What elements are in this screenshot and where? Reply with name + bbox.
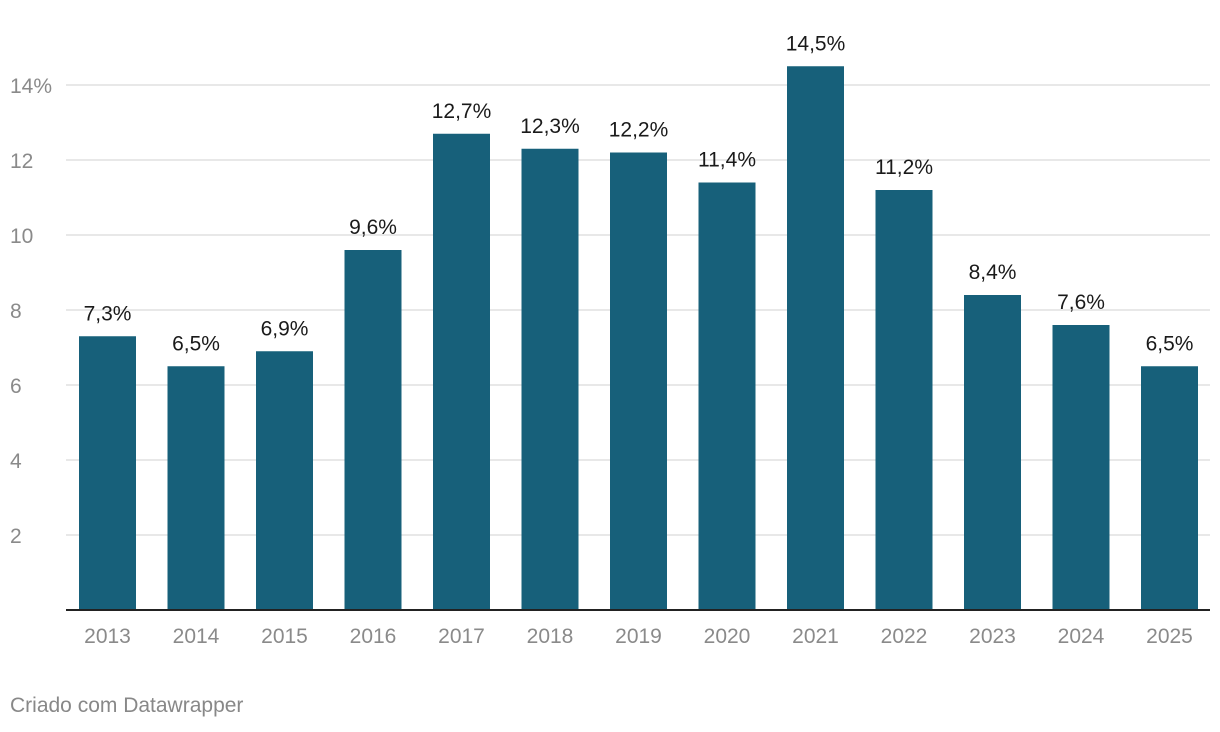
y-tick-label: 10 xyxy=(10,225,33,248)
bar-2022 xyxy=(875,190,933,610)
bar-2021 xyxy=(787,66,844,610)
bar-2017 xyxy=(433,133,490,610)
bar-2019 xyxy=(610,152,667,610)
bar-2015 xyxy=(256,351,313,610)
x-tick-label-2022: 2022 xyxy=(881,625,928,648)
data-label-2020: 11,4% xyxy=(698,149,756,172)
bar-2023 xyxy=(964,295,1021,610)
data-label-2014: 6,5% xyxy=(172,332,220,355)
x-tick-label-2014: 2014 xyxy=(173,625,220,648)
bar-2024 xyxy=(1052,325,1110,610)
y-tick-label: 6 xyxy=(10,375,22,398)
data-label-2017: 12,7% xyxy=(432,100,492,123)
x-tick-label-2025: 2025 xyxy=(1146,625,1193,648)
x-tick-label-2013: 2013 xyxy=(84,625,131,648)
data-label-2024: 7,6% xyxy=(1057,291,1105,314)
footer-credit: Criado com Datawrapper xyxy=(10,694,244,717)
data-label-2023: 8,4% xyxy=(969,261,1017,284)
data-label-2021: 14,5% xyxy=(786,32,846,55)
x-tick-label-2021: 2021 xyxy=(792,625,839,648)
data-labels: 7,3% 6,5% 6,9% 9,6% 12,7% 12,3% 12,2% 11,4% 14,5… xyxy=(84,32,1194,355)
data-label-2019: 12,2% xyxy=(609,119,669,142)
bar-2018 xyxy=(521,148,579,610)
y-tick-label: 12 xyxy=(10,150,33,173)
data-label-2013: 7,3% xyxy=(84,302,132,325)
data-label-2022: 11,2% xyxy=(875,156,933,179)
bar-2025 xyxy=(1141,366,1198,610)
x-tick-label-2024: 2024 xyxy=(1058,625,1105,648)
x-tick-label-2023: 2023 xyxy=(969,625,1016,648)
data-label-2018: 12,3% xyxy=(520,115,580,138)
bar-2013 xyxy=(79,336,136,610)
bar-chart: 2 4 6 8 10 12 14% 7,3% 6,5% 6,9% 9,6% 12,7% 12,3% 12… xyxy=(10,32,1210,648)
y-tick-label: 8 xyxy=(10,300,22,323)
x-tick-label-2018: 2018 xyxy=(527,625,574,648)
bars xyxy=(79,66,1198,610)
y-tick-label: 14% xyxy=(10,75,52,98)
x-tick-label-2020: 2020 xyxy=(704,625,751,648)
x-tick-label-2016: 2016 xyxy=(350,625,397,648)
x-tick-label-2015: 2015 xyxy=(261,625,308,648)
y-tick-label: 4 xyxy=(10,450,22,473)
data-label-2025: 6,5% xyxy=(1146,332,1194,355)
x-axis-labels: 2013 2014 2015 2016 2017 2018 2019 2020 2021 2022… xyxy=(84,625,1193,648)
data-label-2016: 9,6% xyxy=(349,216,397,239)
bar-2016 xyxy=(344,250,402,610)
bar-2014 xyxy=(167,366,225,610)
y-axis-labels: 2 4 6 8 10 12 14% xyxy=(10,75,52,548)
bar-2020 xyxy=(698,182,756,610)
x-tick-label-2019: 2019 xyxy=(615,625,662,648)
y-tick-label: 2 xyxy=(10,525,22,548)
data-label-2015: 6,9% xyxy=(261,317,309,340)
x-tick-label-2017: 2017 xyxy=(438,625,485,648)
